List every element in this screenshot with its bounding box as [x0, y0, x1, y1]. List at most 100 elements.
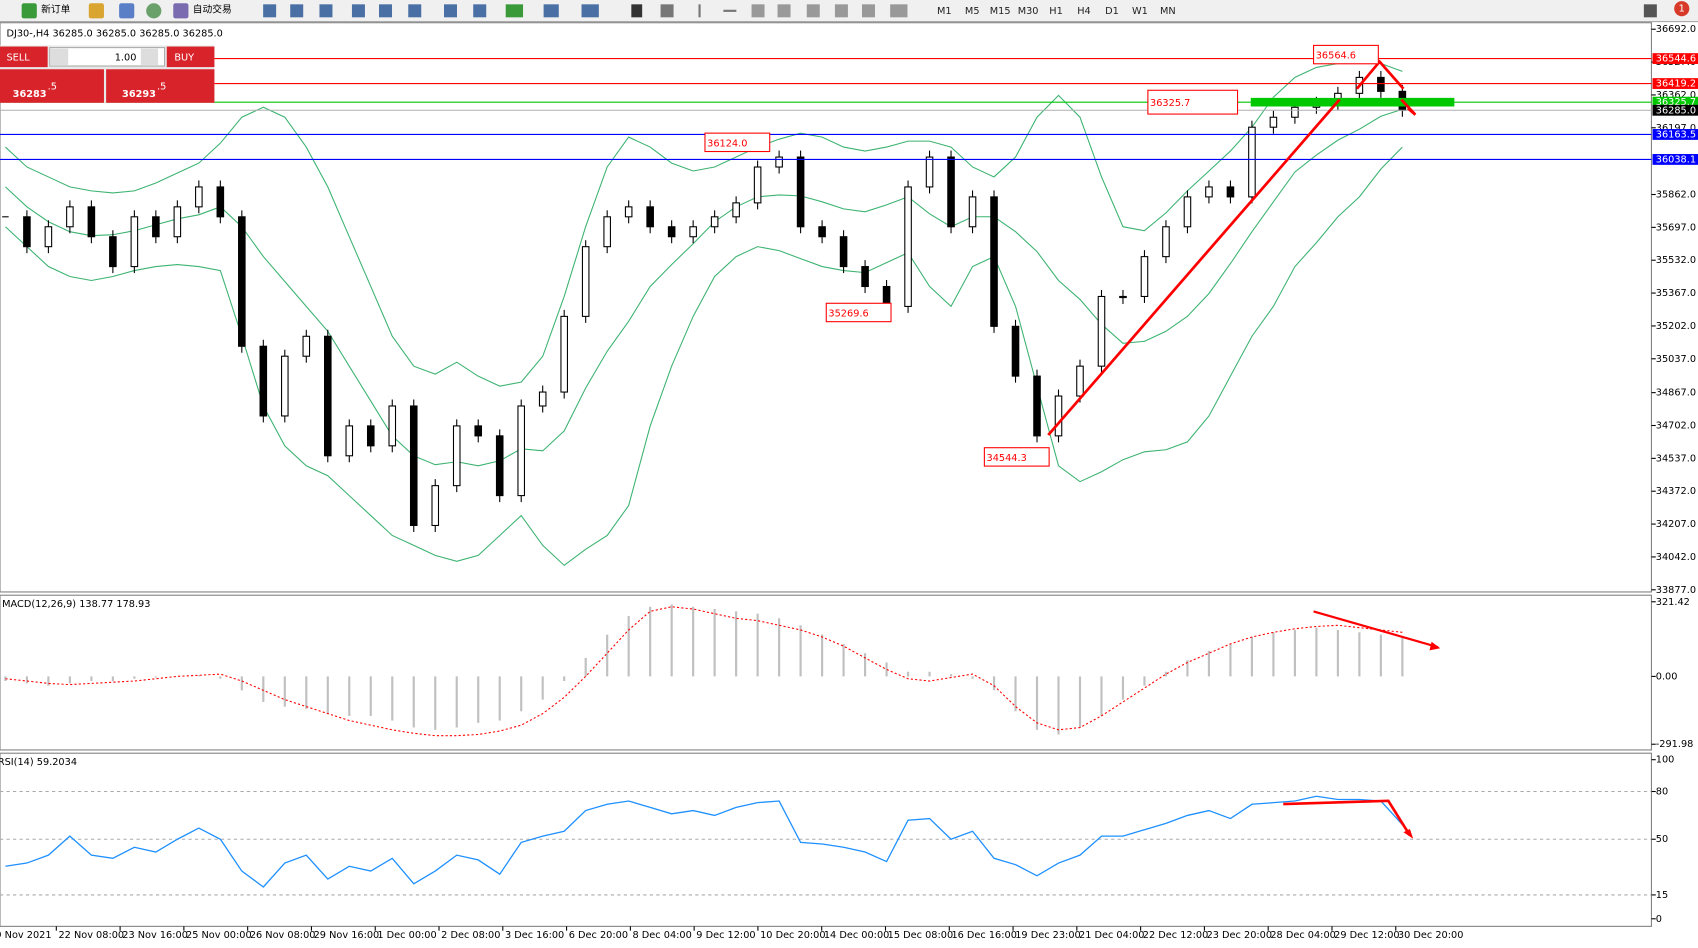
auto-trading-icon[interactable] [173, 3, 189, 19]
buy-price[interactable]: 36293 [122, 89, 156, 100]
x-tick-label: 16 Dec 16:00 [951, 930, 1016, 941]
timeframe-button[interactable]: M30 [1018, 6, 1039, 17]
timeframe-button[interactable]: M5 [965, 6, 980, 17]
candle-body [1140, 256, 1149, 298]
timeframe-button[interactable]: M15 [990, 6, 1011, 17]
x-tick-label: 19 Nov 2021 [0, 930, 52, 941]
candle-body [968, 196, 977, 228]
buy-price-box[interactable] [106, 69, 215, 103]
sell-price-fraction[interactable]: .5 [48, 82, 57, 93]
tool-icon[interactable] [723, 9, 737, 12]
candle-body [732, 202, 740, 218]
tool-icon[interactable] [263, 4, 277, 18]
candle-body [495, 435, 504, 497]
notification-badge[interactable] [1674, 1, 1690, 17]
tool-icon[interactable] [351, 4, 365, 18]
annotation-label: 36124.0 [707, 138, 747, 149]
new-order-icon[interactable] [21, 3, 37, 19]
y-tick-label: 35862.0 [1656, 190, 1696, 201]
x-tick-label: 23 Dec 20:00 [1207, 930, 1272, 941]
sell-price-box[interactable] [0, 69, 104, 103]
annotation-label: 34544.3 [987, 453, 1027, 464]
candle-body [66, 206, 74, 228]
tool-icon[interactable] [751, 4, 765, 18]
candle-body [667, 226, 676, 238]
price-level-tag [1652, 96, 1698, 108]
tool-icon[interactable] [443, 4, 457, 18]
x-tick-label: 10 Dec 20:00 [760, 930, 825, 941]
x-tick-label: 22 Dec 12:00 [1143, 930, 1208, 941]
tool-icon[interactable] [581, 4, 599, 18]
arrow-head [1403, 828, 1414, 839]
trend-line [1047, 98, 1341, 436]
tool-icon[interactable] [890, 4, 908, 18]
search-icon[interactable] [1643, 4, 1657, 18]
annotation-box [825, 302, 892, 323]
candle-body [560, 315, 568, 393]
price-level-tag [1652, 78, 1698, 89]
sell-price[interactable]: 36283 [13, 89, 47, 100]
tool-icon[interactable] [777, 4, 791, 18]
buy-button[interactable] [166, 46, 215, 68]
tool-icon[interactable] [631, 4, 643, 18]
timeframe-button[interactable]: M1 [937, 6, 952, 17]
candle-body [1119, 295, 1127, 299]
timeframe-button[interactable]: D1 [1105, 6, 1119, 17]
annotation-label: 36564.6 [1316, 51, 1356, 62]
tool-icon[interactable] [660, 4, 674, 18]
y-tick-label: 36362.0 [1656, 90, 1696, 101]
x-tick-label: 26 Nov 08:00 [250, 930, 316, 941]
tool-icon[interactable] [834, 4, 848, 18]
candle-body [281, 355, 289, 417]
tool-icon[interactable] [146, 3, 162, 19]
candle-body [1097, 295, 1106, 367]
y-tick-label: 35367.0 [1656, 288, 1696, 299]
tool-icon[interactable] [88, 3, 104, 19]
tool-icon[interactable] [319, 4, 333, 18]
notification-count[interactable]: 1 [1679, 4, 1685, 15]
x-tick-label: 29 Nov 16:00 [314, 930, 380, 941]
tool-icon[interactable] [379, 4, 393, 18]
buy-label[interactable]: BUY [174, 52, 194, 63]
candle-body [990, 196, 998, 327]
tool-icon[interactable] [543, 4, 559, 18]
tool-icon[interactable] [698, 4, 701, 18]
lot-up[interactable] [140, 48, 159, 65]
y-tick-label: 15 [1656, 890, 1668, 901]
tool-icon[interactable] [473, 4, 487, 18]
timeframe-button[interactable]: H1 [1049, 6, 1063, 17]
candle-body [302, 335, 311, 357]
candle-body [216, 186, 225, 218]
timeframe-button[interactable]: W1 [1132, 6, 1148, 17]
annotation-label: 36325.7 [1150, 98, 1190, 109]
x-tick-label: 3 Dec 16:00 [505, 930, 564, 941]
timeframe-button[interactable]: H4 [1077, 6, 1091, 17]
tool-icon[interactable] [505, 4, 524, 18]
timeframe-button[interactable]: MN [1160, 6, 1176, 17]
price-level-tag [1652, 104, 1698, 116]
annotation-label: 35269.6 [828, 309, 868, 320]
candle-body [195, 186, 203, 208]
x-tick-label: 15 Dec 08:00 [888, 930, 953, 941]
tool-icon[interactable] [119, 3, 135, 19]
candle-body [775, 156, 783, 168]
lot-down[interactable] [50, 48, 69, 65]
candle-body [1226, 186, 1235, 198]
tool-icon[interactable] [861, 4, 875, 18]
sell-button[interactable] [0, 46, 48, 68]
buy-price-fraction[interactable]: .5 [157, 82, 166, 93]
tool-icon[interactable] [290, 4, 304, 18]
new-order-button[interactable]: 新订单 [41, 3, 70, 16]
candle-body [1076, 365, 1084, 397]
y-tick-label: 34867.0 [1656, 388, 1696, 399]
tool-icon[interactable] [408, 4, 422, 18]
tool-icon[interactable] [806, 4, 820, 18]
lot-value[interactable]: 1.00 [115, 52, 137, 63]
x-tick-label: 2 Dec 08:00 [441, 930, 500, 941]
y-tick-label: 35202.0 [1656, 321, 1696, 332]
sell-label[interactable]: SELL [6, 52, 30, 63]
lot-input[interactable] [49, 47, 166, 67]
auto-trading-button[interactable]: 自动交易 [193, 3, 232, 16]
